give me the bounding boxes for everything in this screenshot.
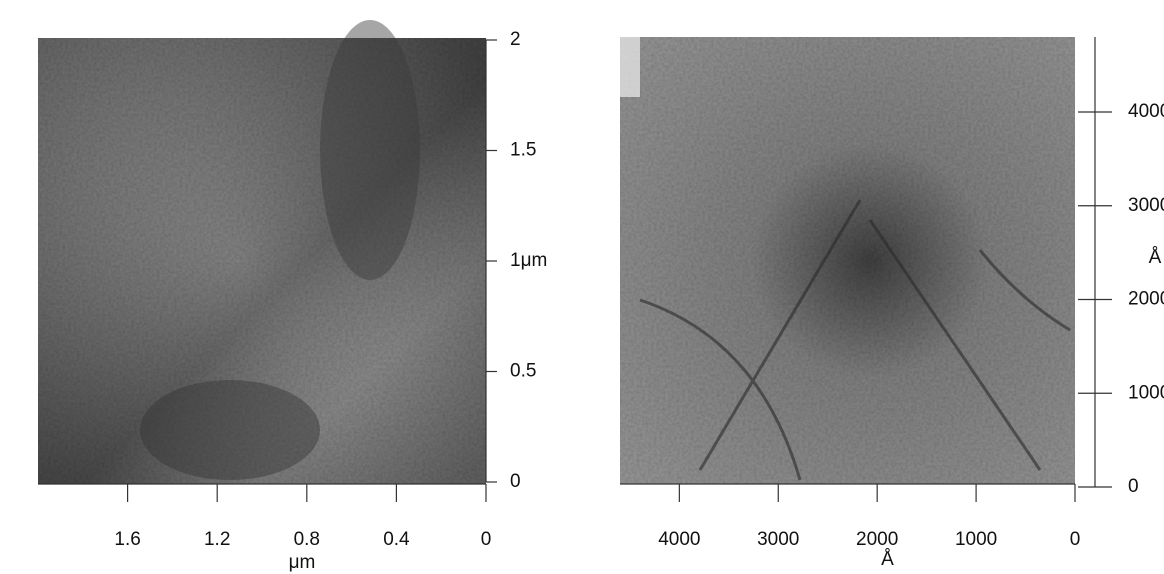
- y-tick-label: 0: [1128, 476, 1139, 497]
- right-scan: [620, 37, 1075, 484]
- x-tick-label: 0: [1070, 529, 1081, 550]
- y-tick-label: 1000: [1128, 382, 1164, 403]
- x-tick-label: 1.6: [114, 529, 140, 550]
- y-tick-label: 1μm: [510, 250, 547, 271]
- y-tick-label: 2000: [1128, 289, 1164, 310]
- left-scan: [38, 20, 486, 484]
- y-tick-label: 2: [510, 29, 521, 50]
- x-tick-label: 1000: [955, 529, 997, 550]
- y-tick-label: 1.5: [510, 140, 536, 161]
- x-tick-label: 1.2: [204, 529, 230, 550]
- x-axis-label: μm: [289, 552, 316, 573]
- x-tick-label: 3000: [757, 529, 799, 550]
- y-tick-label: 0.5: [510, 361, 536, 382]
- x-tick-label: 0.4: [383, 529, 410, 550]
- y-axis-label: Å: [1149, 247, 1162, 268]
- y-tick-label: 0: [510, 471, 521, 492]
- x-tick-label: 2000: [856, 529, 898, 550]
- x-tick-label: 0: [481, 529, 492, 550]
- x-axis-label: Å: [881, 549, 894, 570]
- x-tick-label: 4000: [658, 529, 700, 550]
- y-tick-label: 3000: [1128, 195, 1164, 216]
- x-tick-label: 0.8: [294, 529, 320, 550]
- y-tick-label: 4000: [1128, 101, 1164, 122]
